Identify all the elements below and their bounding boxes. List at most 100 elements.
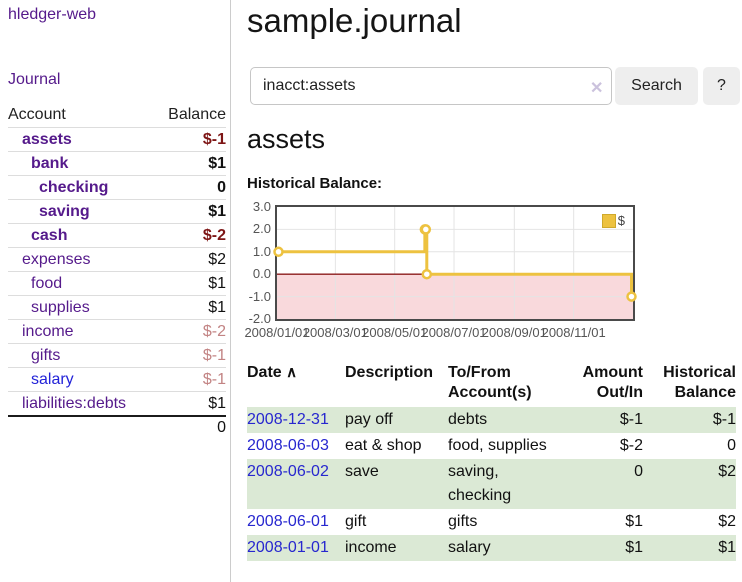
account-link-supplies[interactable]: supplies [31, 298, 90, 316]
accounts-total-value: 0 [217, 419, 226, 436]
transaction-historical: $2 [718, 463, 736, 480]
x-axis-tick: 2008/11/01 [541, 325, 606, 340]
account-row-checking: checking 0 [8, 175, 226, 199]
account-balance: $-1 [202, 130, 226, 148]
brand-link[interactable]: hledger-web [8, 6, 97, 23]
account-row-cash: cash $-2 [8, 223, 226, 247]
legend-swatch-icon [601, 213, 616, 228]
account-balance: $1 [208, 298, 226, 316]
accounts-tree-header: Account Balance [8, 103, 226, 127]
account-row-supplies: supplies $1 [8, 295, 226, 319]
y-axis-tick: -1.0 [248, 288, 271, 304]
transaction-historical: $2 [718, 513, 736, 530]
account-link-bank[interactable]: bank [31, 154, 69, 172]
clear-search-icon[interactable]: ✕ [590, 80, 604, 97]
y-axis-tick: -2.0 [248, 311, 271, 326]
transaction-row: 2008-01-01 income salary $1 $1 [247, 535, 736, 561]
balance-header-label: Balance [168, 106, 226, 123]
account-link-cash[interactable]: cash [31, 226, 68, 244]
accounts-header-label: Account [8, 106, 66, 123]
search-input[interactable] [250, 67, 612, 105]
account-balance: $1 [208, 394, 226, 412]
transaction-amount: $1 [625, 513, 643, 530]
account-balance: $1 [208, 202, 226, 220]
x-axis-tick: 2008/05/01 [362, 325, 428, 340]
chart-legend: $ [601, 213, 625, 228]
account-row-income: income $-2 [8, 319, 226, 343]
column-header-accounts: To/From Account(s) [448, 364, 532, 401]
account-row-assets: assets $-1 [8, 127, 226, 151]
account-balance: $-1 [202, 346, 226, 364]
transaction-row: 2008-06-03 eat & shop food, supplies $-2… [247, 433, 736, 459]
account-link-gifts[interactable]: gifts [31, 346, 61, 364]
sort-asc-icon: ∧ [286, 364, 298, 381]
page-title: sample.journal [247, 2, 462, 39]
account-link-salary[interactable]: salary [31, 370, 74, 388]
account-link-food[interactable]: food [31, 274, 63, 292]
account-link-assets[interactable]: assets [22, 130, 72, 148]
transaction-description: gift [345, 513, 367, 530]
account-row-saving: saving $1 [8, 199, 226, 223]
x-axis-tick: 2008/09/01 [481, 325, 547, 340]
x-axis-tick: 2008/01/01 [244, 325, 310, 340]
account-row-gifts: gifts $-1 [8, 343, 226, 367]
column-header-date[interactable]: Date ∧ [247, 364, 298, 381]
transaction-amount: $-2 [619, 437, 643, 454]
transaction-accounts: saving, checking [448, 463, 512, 504]
account-balance: $-2 [202, 226, 226, 244]
account-balance: $1 [208, 274, 226, 292]
y-axis-tick: 0.0 [252, 266, 271, 282]
account-row-liabilities-debts: liabilities:debts $1 [8, 391, 226, 415]
transaction-date-link[interactable]: 2008-06-02 [247, 463, 329, 480]
transaction-row: 2008-12-31 pay off debts $-1 $-1 [247, 407, 736, 433]
account-link-liabilities-debts[interactable]: liabilities:debts [22, 394, 127, 412]
accounts-total-row: 0 [8, 415, 226, 439]
x-axis-tick: 2008/07/01 [421, 325, 487, 340]
account-row-food: food $1 [8, 271, 226, 295]
transaction-accounts: debts [448, 411, 488, 428]
transaction-accounts: gifts [448, 513, 478, 530]
y-axis-tick: 3.0 [252, 199, 271, 214]
transaction-description: save [345, 463, 379, 480]
account-link-saving[interactable]: saving [39, 202, 90, 220]
transaction-historical: $-1 [712, 411, 736, 428]
column-header-historical: Historical Balance [663, 364, 736, 401]
y-axis-tick: 2.0 [252, 221, 271, 237]
transaction-date-link[interactable]: 2008-06-03 [247, 437, 329, 454]
transaction-date-link[interactable]: 2008-01-01 [247, 539, 329, 556]
sidebar-divider [230, 0, 231, 582]
account-row-bank: bank $1 [8, 151, 226, 175]
search-button[interactable]: Search [615, 67, 698, 105]
transaction-amount: $1 [625, 539, 643, 556]
transaction-amount: $-1 [619, 411, 643, 428]
transaction-row: 2008-06-02 save saving, checking 0 $2 [247, 459, 736, 509]
historical-balance-chart: $ [273, 205, 637, 321]
help-button[interactable]: ? [703, 67, 740, 105]
transaction-historical: $1 [718, 539, 736, 556]
chart-title: Historical Balance: [247, 175, 383, 192]
transaction-description: income [345, 539, 397, 556]
account-link-checking[interactable]: checking [39, 178, 109, 196]
transaction-date-link[interactable]: 2008-12-31 [247, 411, 329, 428]
transaction-amount: 0 [634, 463, 643, 480]
x-axis-tick: 2008/03/01 [302, 325, 368, 340]
account-link-income[interactable]: income [22, 322, 74, 340]
transaction-row: 2008-06-01 gift gifts $1 $2 [247, 509, 736, 535]
transaction-accounts: food, supplies [448, 437, 547, 454]
transaction-date-link[interactable]: 2008-06-01 [247, 513, 329, 530]
accounts-tree: Account Balance assets $-1 bank $1 check… [8, 103, 226, 439]
account-balance: $-2 [202, 322, 226, 340]
column-header-description: Description [345, 364, 434, 381]
sidebar-item-journal[interactable]: Journal [8, 71, 61, 88]
transactions-header-row: Date ∧ Description To/From Account(s) Am… [247, 363, 736, 407]
transactions-table: Date ∧ Description To/From Account(s) Am… [247, 363, 736, 561]
account-row-salary: salary $-1 [8, 367, 226, 391]
transaction-accounts: salary [448, 539, 491, 556]
account-balance: 0 [217, 178, 226, 196]
account-balance: $-1 [202, 370, 226, 388]
transaction-description: eat & shop [345, 437, 422, 454]
account-link-expenses[interactable]: expenses [22, 250, 91, 268]
account-row-expenses: expenses $2 [8, 247, 226, 271]
account-heading: assets [247, 124, 326, 154]
y-axis-tick: 1.0 [252, 243, 271, 259]
